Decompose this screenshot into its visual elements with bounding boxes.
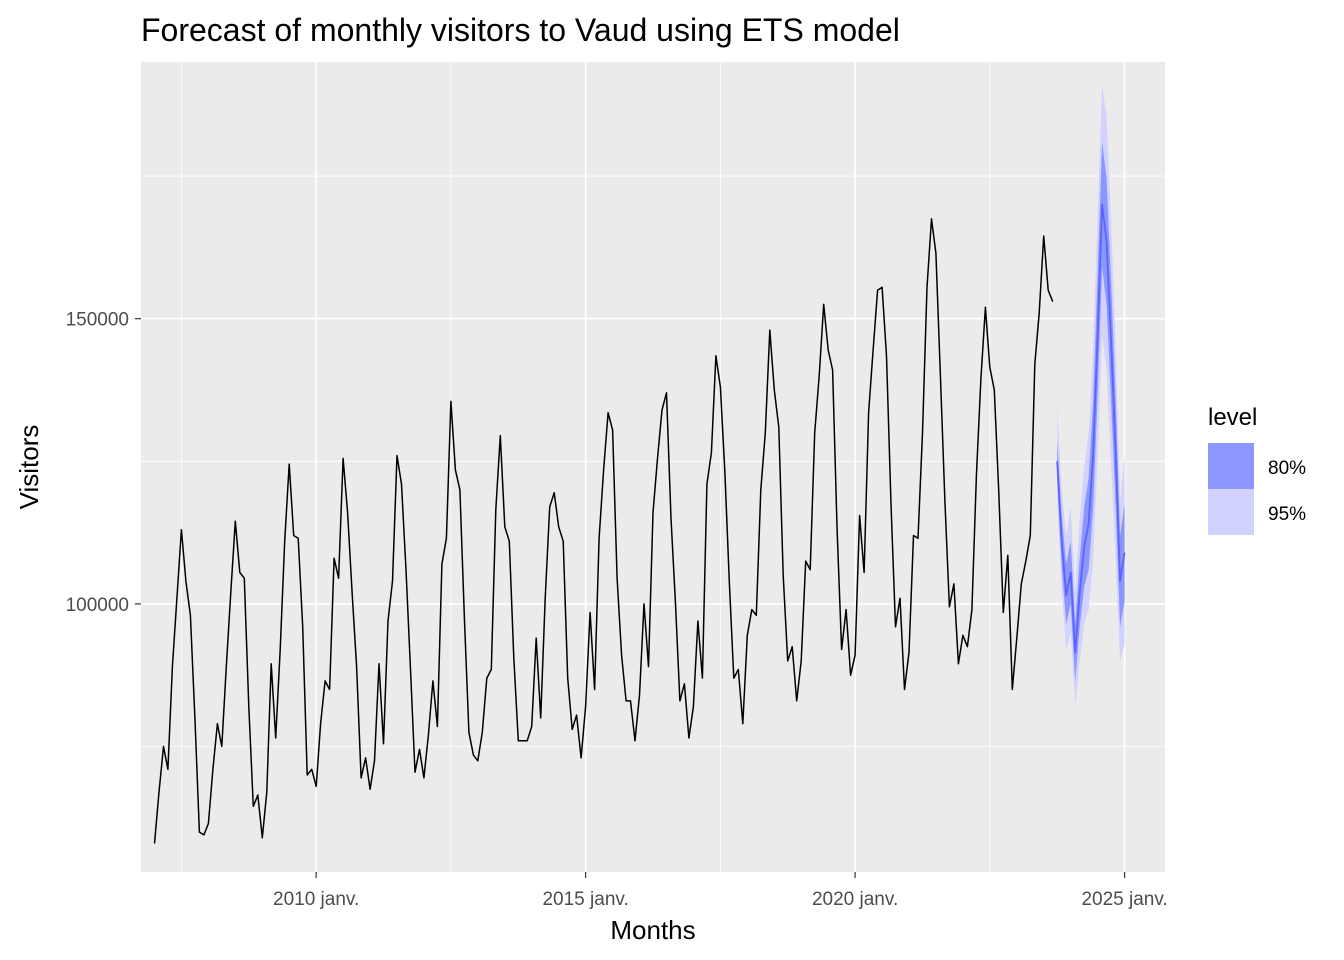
legend-label-80: 80% — [1268, 458, 1306, 479]
history-line — [153, 218, 1054, 844]
y-axis-ticks: 100000 150000 — [66, 310, 141, 616]
series-lines — [153, 203, 1126, 844]
x-tick-label: 2020 janv. — [812, 889, 898, 910]
legend-swatch-80 — [1208, 443, 1254, 489]
legend-title: level — [1208, 404, 1257, 431]
legend-swatch-95 — [1208, 489, 1254, 535]
forecast-mean-line — [1056, 203, 1126, 654]
x-tick-label: 2025 janv. — [1081, 889, 1167, 910]
legend-label-95: 95% — [1268, 504, 1306, 525]
plot-panel — [141, 62, 1165, 872]
x-tick-label: 2010 janv. — [273, 889, 359, 910]
x-axis-title: Months — [610, 915, 695, 945]
y-tick-label: 150000 — [66, 310, 129, 331]
grid — [141, 62, 1165, 872]
y-tick-label: 100000 — [66, 595, 129, 616]
x-tick-label: 2015 janv. — [542, 889, 628, 910]
legend: level 80% 95% — [1208, 404, 1306, 535]
chart-title: Forecast of monthly visitors to Vaud usi… — [141, 12, 900, 48]
x-axis-ticks: 2010 janv. 2015 janv. 2020 janv. 2025 janv. — [273, 872, 1168, 910]
y-axis-title: Visitors — [14, 425, 44, 510]
